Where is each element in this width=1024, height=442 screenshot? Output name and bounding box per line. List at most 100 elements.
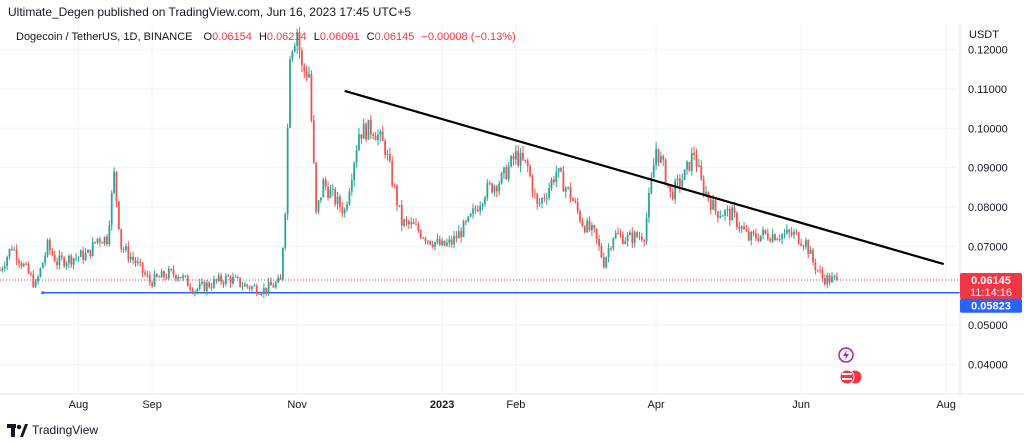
candle-down <box>517 151 520 166</box>
candle-down <box>10 248 13 251</box>
candle-up <box>467 216 470 222</box>
candle-up <box>281 247 284 280</box>
candle-up <box>129 256 132 260</box>
candle-down <box>526 160 529 167</box>
candle-down <box>407 221 410 225</box>
candle-down <box>312 120 315 163</box>
candle-down <box>381 131 384 141</box>
tradingview-logo-icon <box>7 424 28 437</box>
candle-up <box>289 59 291 128</box>
candle-down <box>324 179 327 187</box>
candle-up <box>37 276 39 282</box>
candle-down <box>301 50 303 66</box>
candle-down <box>422 237 425 239</box>
candle-down <box>752 232 755 234</box>
candle-down <box>491 183 493 193</box>
time-tick-label: Aug <box>936 399 956 411</box>
candle-up <box>785 229 788 234</box>
candle-down <box>488 182 491 184</box>
candle-up <box>645 217 648 242</box>
candle-down <box>790 232 793 236</box>
candle-down <box>728 209 731 221</box>
candle-down <box>757 238 760 242</box>
candle-down <box>141 262 144 273</box>
candle-down <box>315 162 318 212</box>
candle-down <box>529 166 532 177</box>
event-icons[interactable] <box>838 347 863 385</box>
candle-up <box>514 151 517 160</box>
last-price-badge[interactable]: 0.06145 11:14:16 <box>960 273 1022 299</box>
candle-up <box>721 215 724 217</box>
candle-down <box>736 212 738 228</box>
candle-down <box>419 231 422 238</box>
candle-down <box>536 193 539 205</box>
candle-up <box>39 268 42 277</box>
candle-down <box>246 284 249 287</box>
candle-down <box>795 231 798 233</box>
candle-down <box>552 179 555 183</box>
candle-down <box>148 275 151 283</box>
candle-down <box>134 260 137 264</box>
candle-up <box>624 241 627 244</box>
candle-down <box>631 232 634 244</box>
candle-up <box>462 221 465 238</box>
low-value: 0.06091 <box>320 31 360 43</box>
candle-up <box>322 179 325 198</box>
candle-down <box>562 171 565 192</box>
candle-up <box>712 199 715 210</box>
support-price-badge[interactable]: 0.05823 <box>960 298 1022 313</box>
candle-down <box>82 250 85 260</box>
candle-down <box>132 256 135 261</box>
symbol-legend[interactable]: Dogecoin / TetherUS, 1D, BINANCE O0.0615… <box>16 31 516 43</box>
candle-down <box>671 192 674 200</box>
candle-down <box>89 249 92 257</box>
currency-label: USDT <box>969 29 999 41</box>
candle-down <box>122 249 125 250</box>
candle-down <box>619 233 622 235</box>
candle-up <box>13 249 16 251</box>
candle-down <box>455 236 458 239</box>
candle-down <box>229 276 232 284</box>
candle-down <box>279 277 282 280</box>
candle-up <box>690 152 693 171</box>
candle-down <box>816 270 819 271</box>
candle-down <box>165 277 168 279</box>
support-price-value: 0.05823 <box>971 301 1011 313</box>
candle-up <box>125 246 127 250</box>
open-value: 0.06154 <box>212 31 252 43</box>
candle-up <box>479 206 482 212</box>
candle-up <box>367 119 370 140</box>
chart-area[interactable]: USDT 0.12000 0.11000 0.10000 0.09000 0.08000… <box>0 24 1024 418</box>
candle-down <box>272 285 275 288</box>
candle-down <box>236 276 239 278</box>
candle-up <box>91 241 94 257</box>
candle-up <box>681 180 684 187</box>
candle-up <box>633 232 636 244</box>
trendline-group[interactable] <box>344 89 945 266</box>
candle-down <box>531 176 534 194</box>
candle-down <box>94 241 96 243</box>
candle-up <box>41 262 44 269</box>
candle-up <box>614 233 617 239</box>
descending-trendline[interactable] <box>344 89 945 266</box>
candle-up <box>348 191 351 205</box>
candle-up <box>648 192 650 218</box>
support-line-anchor[interactable] <box>41 291 45 295</box>
candle-down <box>60 255 63 258</box>
candle-up <box>201 281 203 284</box>
candle-down <box>640 236 643 241</box>
candle-down <box>115 171 118 202</box>
us-flag-icon[interactable] <box>839 369 855 385</box>
candle-down <box>248 286 251 289</box>
price-tick-label: 0.09000 <box>968 163 1008 175</box>
candle-up <box>503 167 505 174</box>
candle-up <box>776 239 779 241</box>
price-scale-bg <box>960 24 1024 394</box>
candle-down <box>303 65 306 72</box>
candle-up <box>638 236 641 238</box>
support-line-group[interactable] <box>41 291 1024 295</box>
price-chart[interactable]: USDT 0.12000 0.11000 0.10000 0.09000 0.08000… <box>0 24 1024 418</box>
candle-up <box>251 286 253 289</box>
candle-down <box>270 281 272 286</box>
candle-up <box>762 229 764 236</box>
